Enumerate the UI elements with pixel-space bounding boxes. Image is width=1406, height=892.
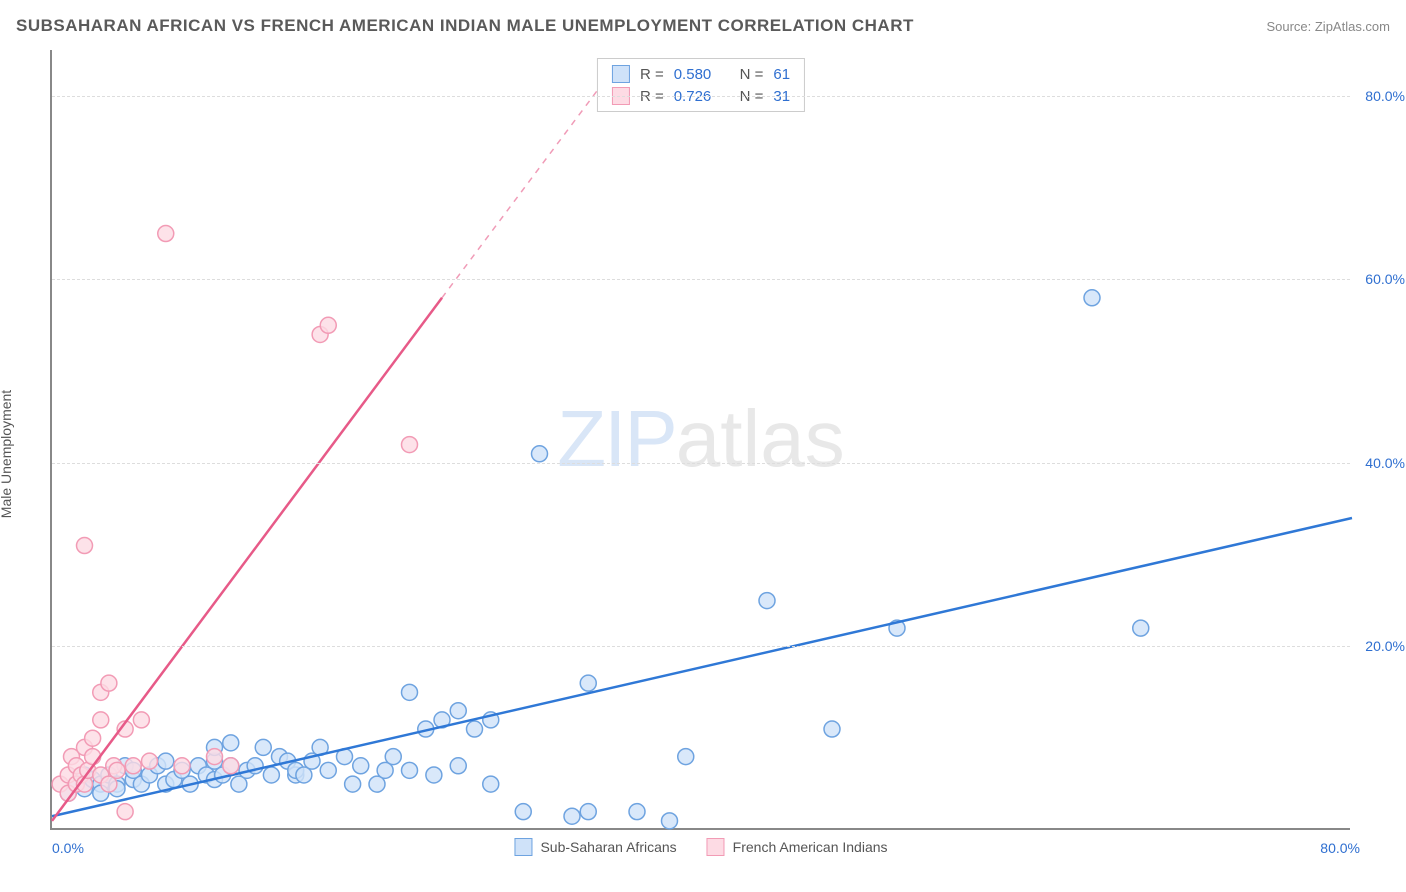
- x-tick-label: 80.0%: [1320, 840, 1360, 856]
- chart-svg: [52, 50, 1350, 828]
- data-point: [426, 767, 442, 783]
- gridline: [52, 96, 1350, 97]
- data-point: [320, 762, 336, 778]
- source-prefix: Source:: [1266, 19, 1314, 34]
- y-axis-label: Male Unemployment: [0, 390, 14, 518]
- gridline: [52, 463, 1350, 464]
- data-point: [353, 758, 369, 774]
- data-point: [467, 721, 483, 737]
- data-point: [824, 721, 840, 737]
- r-prefix: R =: [640, 66, 664, 83]
- legend-label: Sub-Saharan Africans: [540, 839, 676, 855]
- legend-swatch: [514, 838, 532, 856]
- gridline: [52, 279, 1350, 280]
- y-tick-label: 80.0%: [1365, 88, 1405, 104]
- n-value: 61: [773, 66, 790, 83]
- chart-container: SUBSAHARAN AFRICAN VS FRENCH AMERICAN IN…: [0, 0, 1406, 892]
- data-point: [223, 735, 239, 751]
- data-point: [77, 538, 93, 554]
- gridline: [52, 646, 1350, 647]
- y-tick-label: 20.0%: [1365, 638, 1405, 654]
- data-point: [1133, 620, 1149, 636]
- data-point: [133, 712, 149, 728]
- legend-label: French American Indians: [733, 839, 888, 855]
- source-credit: Source: ZipAtlas.com: [1266, 19, 1390, 34]
- chart-title: SUBSAHARAN AFRICAN VS FRENCH AMERICAN IN…: [16, 16, 914, 36]
- data-point: [85, 749, 101, 765]
- r-value: 0.580: [674, 66, 712, 83]
- data-point: [402, 762, 418, 778]
- data-point: [223, 758, 239, 774]
- data-point: [678, 749, 694, 765]
- data-point: [93, 712, 109, 728]
- n-prefix: N =: [740, 66, 764, 83]
- data-point: [117, 804, 133, 820]
- data-point: [207, 749, 223, 765]
- bottom-legend: Sub-Saharan Africans French American Indi…: [514, 838, 887, 856]
- data-point: [85, 730, 101, 746]
- header: SUBSAHARAN AFRICAN VS FRENCH AMERICAN IN…: [16, 16, 1390, 36]
- trend-line: [52, 298, 442, 821]
- data-point: [320, 317, 336, 333]
- data-point: [345, 776, 361, 792]
- data-point: [255, 739, 271, 755]
- data-point: [263, 767, 279, 783]
- source-name: ZipAtlas.com: [1315, 19, 1390, 34]
- data-point: [158, 226, 174, 242]
- data-point: [402, 437, 418, 453]
- data-point: [450, 758, 466, 774]
- data-point: [158, 753, 174, 769]
- data-point: [402, 684, 418, 700]
- data-point: [142, 753, 158, 769]
- data-point: [662, 813, 678, 829]
- data-point: [101, 675, 117, 691]
- legend-item: French American Indians: [707, 838, 888, 856]
- plot-area: ZIPatlas R = 0.580 N = 61R = 0.726 N = 3…: [50, 50, 1350, 830]
- y-tick-label: 60.0%: [1365, 271, 1405, 287]
- legend-item: Sub-Saharan Africans: [514, 838, 676, 856]
- data-point: [1084, 290, 1100, 306]
- data-point: [174, 758, 190, 774]
- data-point: [580, 675, 596, 691]
- x-tick-label: 0.0%: [52, 840, 84, 856]
- data-point: [385, 749, 401, 765]
- legend-swatch: [707, 838, 725, 856]
- stats-box: R = 0.580 N = 61R = 0.726 N = 31: [597, 58, 805, 112]
- data-point: [564, 808, 580, 824]
- data-point: [515, 804, 531, 820]
- data-point: [532, 446, 548, 462]
- stats-row: R = 0.580 N = 61: [612, 65, 790, 83]
- data-point: [629, 804, 645, 820]
- data-point: [109, 762, 125, 778]
- data-point: [450, 703, 466, 719]
- data-point: [483, 776, 499, 792]
- data-point: [580, 804, 596, 820]
- data-point: [759, 593, 775, 609]
- y-tick-label: 40.0%: [1365, 455, 1405, 471]
- legend-swatch: [612, 65, 630, 83]
- data-point: [125, 758, 141, 774]
- trend-line: [52, 518, 1352, 816]
